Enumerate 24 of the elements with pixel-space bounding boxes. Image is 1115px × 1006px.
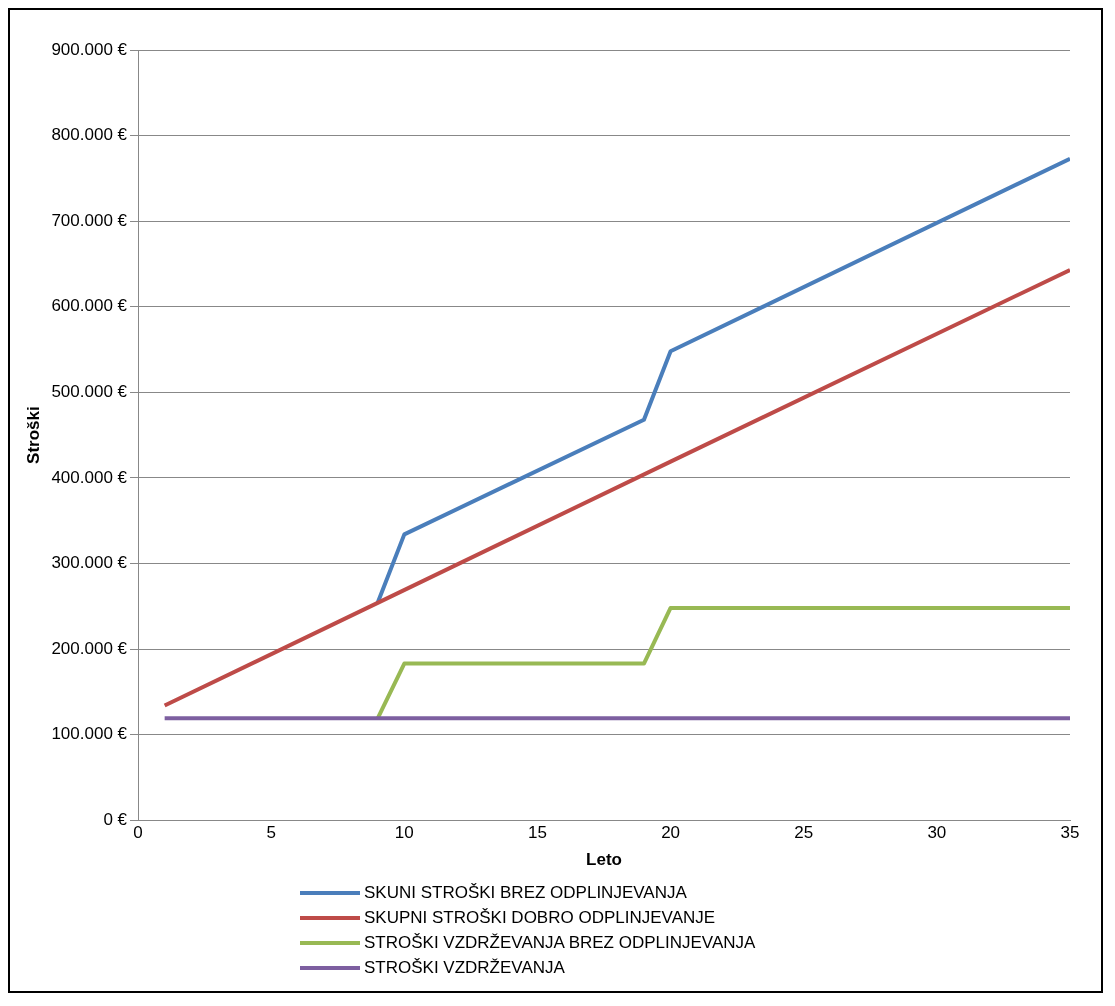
legend-label: STROŠKI VZDRŽEVANJA bbox=[364, 957, 565, 978]
x-tick-label: 25 bbox=[794, 823, 814, 843]
y-tick-label: 0 € bbox=[103, 809, 128, 829]
x-tick-label: 35 bbox=[1060, 823, 1080, 843]
legend-label: STROŠKI VZDRŽEVANJA BREZ ODPLINJEVANJA bbox=[364, 932, 756, 953]
y-tick-label: 100.000 € bbox=[51, 724, 128, 744]
y-tick-label: 900.000 € bbox=[51, 39, 128, 59]
y-tick-label: 700.000 € bbox=[51, 210, 128, 230]
x-tick-label: 30 bbox=[927, 823, 947, 843]
y-tick-label: 200.000 € bbox=[51, 638, 128, 658]
x-tick-label: 0 bbox=[133, 823, 143, 843]
y-tick-label: 400.000 € bbox=[51, 467, 128, 487]
x-axis-title: Leto bbox=[586, 850, 622, 870]
x-tick-label: 20 bbox=[661, 823, 681, 843]
x-tick-label: 10 bbox=[394, 823, 414, 843]
y-tick-label: 300.000 € bbox=[51, 553, 128, 573]
y-tick-label: 500.000 € bbox=[51, 382, 128, 401]
legend-label: SKUNI STROŠKI BREZ ODPLINJEVANJA bbox=[364, 882, 687, 903]
x-tick-label: 5 bbox=[266, 823, 276, 843]
x-tick-label: 15 bbox=[527, 823, 547, 843]
y-tick-label: 600.000 € bbox=[51, 296, 128, 316]
legend-label: SKUPNI STROŠKI DOBRO ODPLINJEVANJE bbox=[364, 907, 716, 928]
y-tick-label: 800.000 € bbox=[51, 125, 128, 145]
y-axis-title: Stroški bbox=[23, 406, 43, 464]
